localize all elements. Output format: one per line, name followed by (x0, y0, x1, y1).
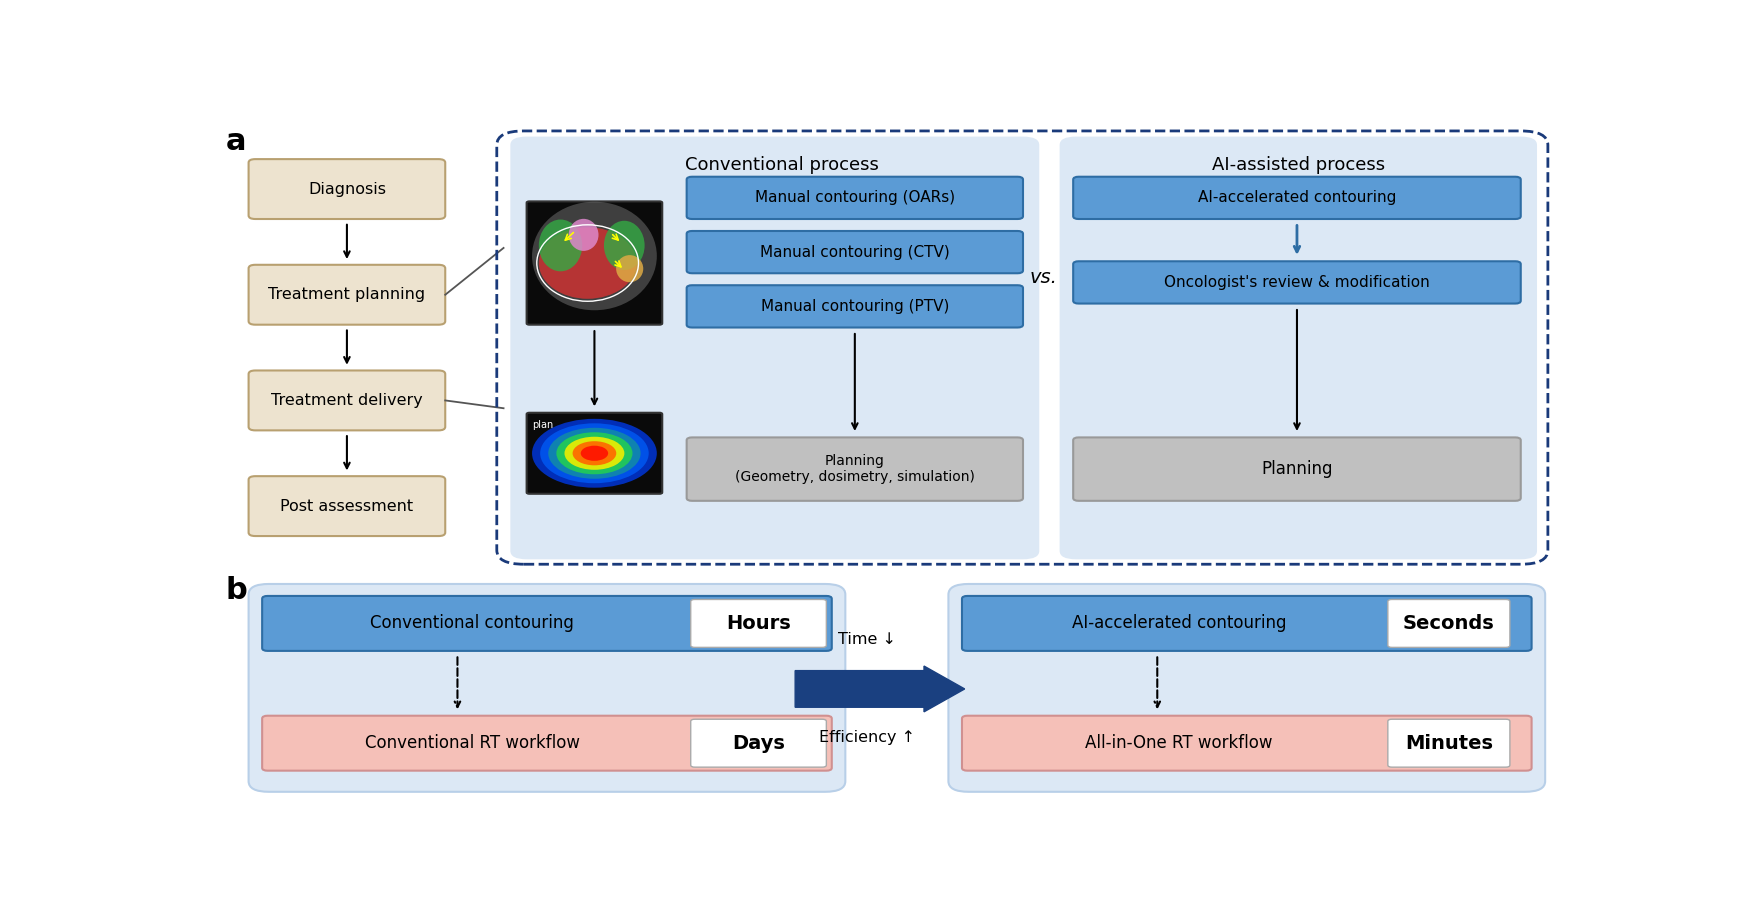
FancyBboxPatch shape (1388, 599, 1510, 648)
Text: Diagnosis: Diagnosis (308, 181, 387, 197)
FancyBboxPatch shape (527, 413, 662, 494)
Text: Days: Days (732, 734, 786, 753)
Ellipse shape (616, 255, 644, 282)
Text: Conventional process: Conventional process (684, 156, 878, 174)
Text: Manual contouring (CTV): Manual contouring (CTV) (760, 244, 950, 260)
Text: Hours: Hours (726, 614, 791, 633)
Text: All-in-One RT workflow: All-in-One RT workflow (1085, 734, 1272, 752)
Text: Treatment planning: Treatment planning (268, 287, 425, 302)
Text: Minutes: Minutes (1405, 734, 1493, 753)
Text: Seconds: Seconds (1404, 614, 1494, 633)
Text: Manual contouring (OARs): Manual contouring (OARs) (754, 190, 956, 205)
FancyBboxPatch shape (248, 159, 444, 219)
FancyBboxPatch shape (511, 136, 1040, 559)
FancyArrow shape (794, 666, 964, 712)
Ellipse shape (572, 441, 616, 466)
FancyBboxPatch shape (686, 177, 1024, 219)
Text: vs.: vs. (1029, 268, 1057, 287)
FancyBboxPatch shape (691, 719, 826, 767)
Ellipse shape (556, 432, 632, 474)
Text: AI-assisted process: AI-assisted process (1211, 156, 1384, 174)
Text: Planning
(Geometry, dosimetry, simulation): Planning (Geometry, dosimetry, simulatio… (735, 454, 975, 484)
FancyBboxPatch shape (248, 264, 444, 325)
Text: Conventional contouring: Conventional contouring (371, 614, 574, 632)
Text: Conventional RT workflow: Conventional RT workflow (364, 734, 579, 752)
FancyBboxPatch shape (262, 596, 831, 651)
Ellipse shape (565, 436, 625, 469)
FancyBboxPatch shape (262, 716, 831, 770)
FancyBboxPatch shape (686, 231, 1024, 274)
FancyBboxPatch shape (691, 599, 826, 648)
Text: b: b (226, 576, 247, 605)
Text: Planning: Planning (1262, 460, 1334, 479)
Ellipse shape (539, 220, 583, 272)
Text: Manual contouring (PTV): Manual contouring (PTV) (761, 299, 948, 314)
Ellipse shape (548, 428, 640, 479)
FancyBboxPatch shape (963, 596, 1531, 651)
FancyBboxPatch shape (1060, 136, 1536, 559)
Ellipse shape (581, 446, 609, 461)
Text: AI-accelerated contouring: AI-accelerated contouring (1197, 190, 1396, 205)
Ellipse shape (541, 424, 649, 483)
FancyBboxPatch shape (527, 201, 662, 325)
Ellipse shape (569, 219, 598, 251)
FancyBboxPatch shape (1073, 262, 1521, 304)
Text: a: a (226, 127, 247, 156)
Text: Treatment delivery: Treatment delivery (271, 393, 424, 408)
Ellipse shape (604, 221, 644, 270)
Text: AI-accelerated contouring: AI-accelerated contouring (1071, 614, 1286, 632)
FancyBboxPatch shape (248, 476, 444, 536)
Text: Efficiency ↑: Efficiency ↑ (819, 730, 915, 745)
FancyBboxPatch shape (248, 371, 444, 430)
Ellipse shape (532, 201, 656, 310)
Ellipse shape (532, 419, 656, 488)
FancyBboxPatch shape (686, 285, 1024, 328)
FancyBboxPatch shape (949, 584, 1545, 791)
Ellipse shape (539, 227, 637, 299)
Text: Oncologist's review & modification: Oncologist's review & modification (1164, 274, 1430, 290)
Text: Time ↓: Time ↓ (838, 631, 896, 647)
FancyBboxPatch shape (1388, 719, 1510, 767)
FancyBboxPatch shape (686, 437, 1024, 501)
Text: Post assessment: Post assessment (280, 499, 413, 513)
FancyBboxPatch shape (248, 584, 845, 791)
FancyBboxPatch shape (1073, 177, 1521, 219)
Text: plan: plan (532, 420, 553, 430)
FancyBboxPatch shape (1073, 437, 1521, 501)
FancyBboxPatch shape (963, 716, 1531, 770)
